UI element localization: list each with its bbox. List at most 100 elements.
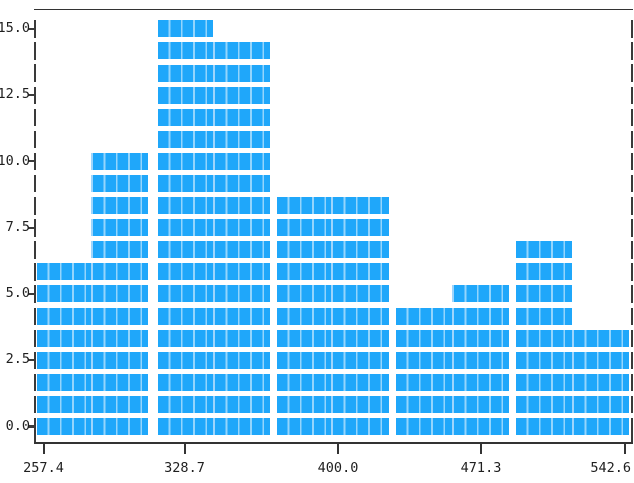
y-tick-mark [28,160,35,163]
bar-row-segment [331,373,389,391]
bar-row-segment [158,130,213,148]
y-tick-label: 5.0 [5,285,30,302]
axis-dash [33,152,36,171]
bar-row-segment [213,197,270,215]
bar-row-segment [396,307,452,325]
y-tick-label: 0.0 [5,417,30,434]
histogram-bar [331,197,389,435]
x-tick-label: 400.0 [317,460,359,476]
x-tick-mark [624,444,626,454]
axis-dash [630,395,633,414]
bar-row-segment [91,174,148,192]
histogram-bar [572,329,629,435]
histogram-bar [37,263,91,435]
histogram-bar [91,152,148,435]
bar-row-segment [213,152,270,170]
bar-row-segment [331,263,389,281]
axis-dash [33,108,36,127]
bar-row-segment [516,395,572,413]
bar-row-segment [277,329,331,347]
bar-row-segment [213,174,270,192]
y-tick-mark [28,292,35,295]
bar-row-segment [452,351,509,369]
bar-row-segment [91,219,148,237]
bar-row-segment [37,263,91,281]
bar-row-segment [158,219,213,237]
bar-row-segment [331,351,389,369]
axis-dash [630,263,633,281]
x-tick-mark [183,444,186,454]
axis-dash [630,219,633,237]
bar-row-segment [158,263,213,281]
bar-row-segment [516,285,572,303]
bar-row-segment [331,241,389,259]
bar-row-segment [396,395,452,413]
axis-dash [33,351,36,370]
bar-row-segment [158,373,213,391]
bar-row-segment [516,351,572,369]
axis-dash [630,108,633,127]
bar-row-segment [213,219,270,237]
bar-row-segment [158,418,213,435]
bar-row-segment [452,418,509,435]
axis-dash [33,197,36,215]
bar-row-segment [213,351,270,369]
axis-dash [33,373,36,392]
axis-dash [33,435,36,442]
bar-row-segment [516,418,572,435]
bar-row-segment [516,307,572,325]
axis-dash [33,42,36,60]
histogram-bar [158,20,213,435]
bar-row-segment [158,307,213,325]
histogram-bar [516,241,572,435]
x-tick-label: 471.3 [460,460,502,476]
y-tick-mark [28,226,35,229]
axis-dash [33,64,36,82]
bar-row-segment [452,307,509,325]
y-tick-label: 2.5 [5,351,30,368]
bar-row-segment [158,64,213,82]
axis-dash [630,418,633,436]
y-tick-label: 7.5 [5,218,30,235]
bar-row-segment [277,395,331,413]
bar-row-segment [277,351,331,369]
bar-row-segment [277,219,331,237]
bar-row-segment [516,329,572,347]
bar-row-segment [572,373,629,391]
axis-dash [33,130,36,149]
bar-row-segment [158,108,213,126]
plot-top-border [34,8,633,11]
bar-row-segment [213,263,270,281]
bar-row-segment [572,418,629,435]
bar-row-segment [158,20,213,38]
bar-row-segment [396,373,452,391]
bar-row-segment [277,373,331,391]
bar-row-segment [516,373,572,391]
bar-row-segment [452,285,509,303]
bar-row-segment [158,285,213,303]
axis-dash [630,285,633,303]
bar-row-segment [91,152,148,170]
axis-dash [33,418,36,436]
bar-row-segment [158,197,213,215]
bar-row-segment [91,373,148,391]
bar-row-segment [37,373,91,391]
axis-dash [33,263,36,281]
axis-dash [33,20,36,38]
bar-row-segment [158,42,213,60]
bar-row-segment [37,307,91,325]
bar-row-segment [37,329,91,347]
bar-row-segment [158,86,213,104]
x-tick-mark [337,444,339,454]
bar-row-segment [516,241,572,259]
bar-row-segment [277,418,331,435]
bar-row-segment [213,64,270,82]
histogram-bar [277,197,331,435]
bar-row-segment [277,197,331,215]
axis-dash [33,174,36,193]
y-tick-label: 10.0 [0,152,30,169]
bar-row-segment [158,329,213,347]
bar-row-segment [452,329,509,347]
bar-row-segment [331,197,389,215]
bar-row-segment [572,329,629,347]
